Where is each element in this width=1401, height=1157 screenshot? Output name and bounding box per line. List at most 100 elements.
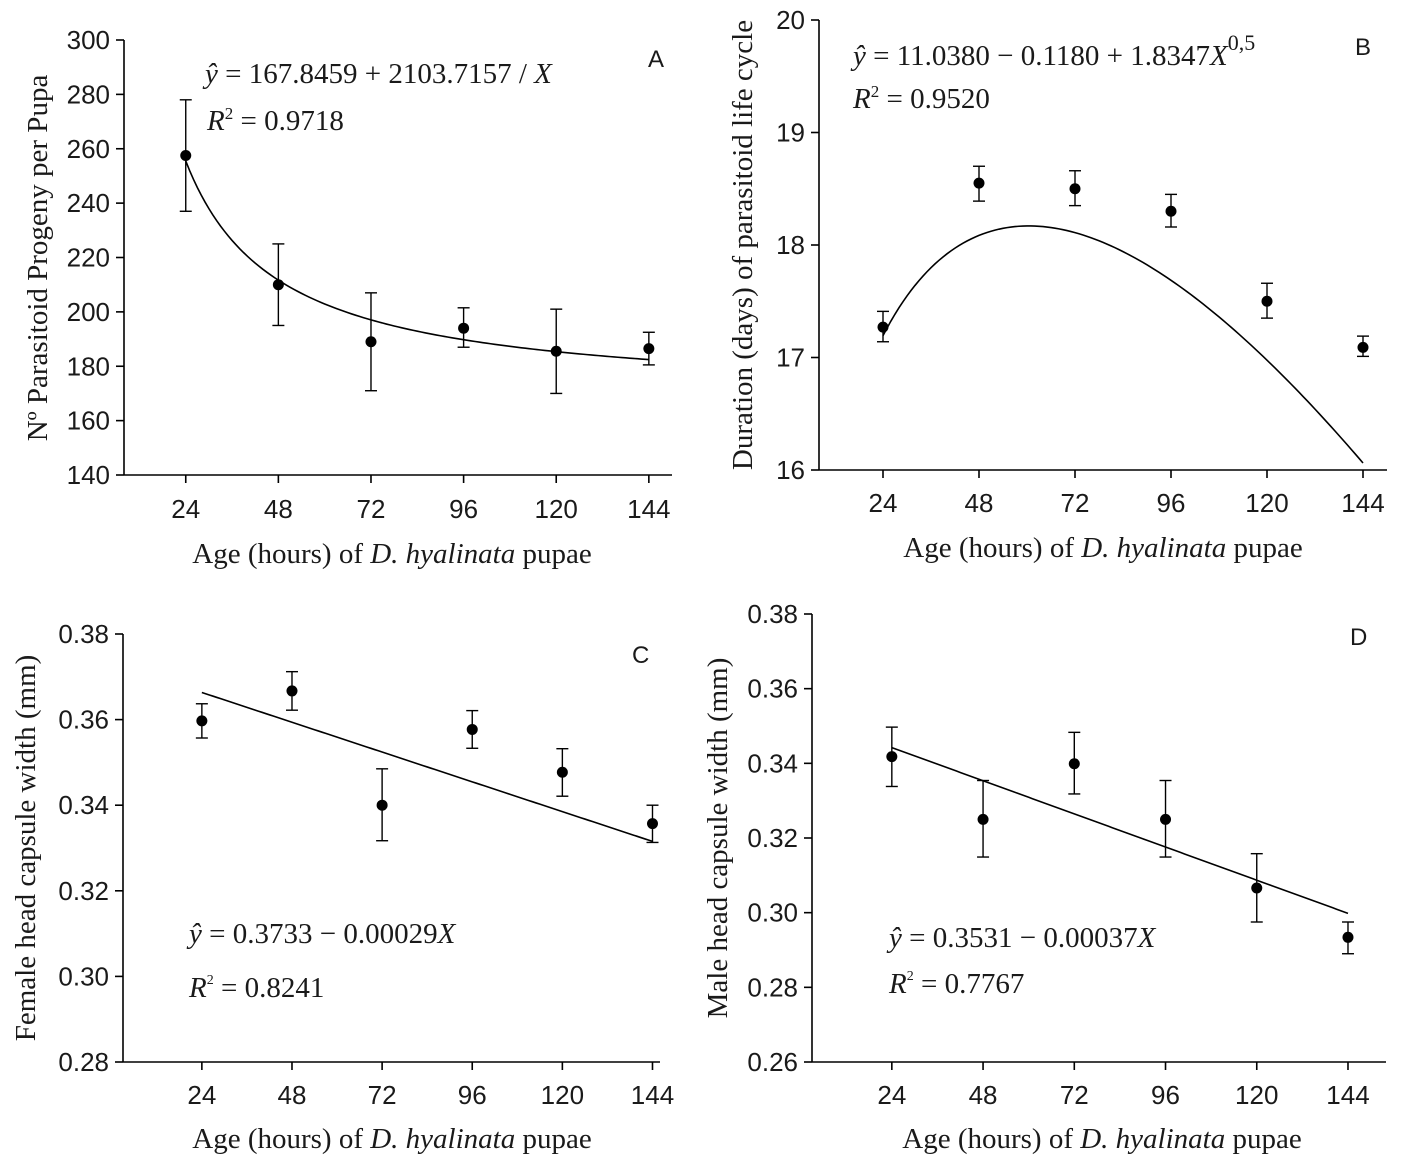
y-tick-label: 0.28	[747, 972, 798, 1002]
y-tick-label: 300	[67, 25, 110, 55]
data-point	[973, 177, 985, 189]
data-point	[556, 766, 568, 778]
x-tick-label: 120	[1245, 488, 1288, 518]
fit-line	[891, 746, 1349, 915]
r-squared: R2 = 0.7767	[888, 968, 1024, 1000]
y-tick-label: 180	[67, 351, 110, 381]
y-tick-label: 17	[776, 343, 805, 373]
y-tick-label: 0.36	[58, 705, 109, 735]
y-axis-title: Female head capsule width (mm)	[10, 655, 42, 1042]
y-tick-label: 0.32	[747, 823, 798, 853]
fit-equation: ŷ = 0.3531 − 0.00037X	[886, 922, 1157, 954]
data-point	[977, 813, 989, 825]
x-tick-label: 72	[368, 1080, 397, 1110]
data-point	[646, 818, 658, 830]
x-tick-label: 96	[449, 494, 478, 524]
r-squared: R2 = 0.9718	[206, 104, 344, 137]
x-axis-title: Age (hours) of D. hyalinata pupae	[902, 1123, 1301, 1155]
y-tick-label: 220	[67, 243, 110, 273]
x-tick-label: 24	[187, 1080, 216, 1110]
panel-letter: A	[648, 46, 664, 73]
y-axis-title: Duration (days) of parasitoid life cycle	[727, 20, 759, 470]
x-tick-label: 120	[541, 1080, 584, 1110]
data-point	[643, 343, 655, 355]
data-point	[1342, 931, 1354, 943]
data-point	[1357, 341, 1369, 353]
data-point	[458, 322, 470, 334]
r-squared: R2 = 0.9520	[852, 82, 990, 115]
panel-letter: D	[1350, 624, 1367, 651]
panel-b: Duration (days) of parasitoid life cycle…	[727, 5, 1387, 564]
panel-letter: B	[1355, 34, 1371, 61]
x-tick-label: 72	[357, 494, 386, 524]
panel-c: Female head capsule width (mm) Age (hour…	[10, 619, 674, 1155]
x-tick-label: 120	[535, 494, 578, 524]
data-point	[877, 321, 889, 333]
x-tick-label: 96	[1151, 1080, 1180, 1110]
y-tick-label: 0.30	[747, 898, 798, 928]
y-tick-label: 18	[776, 230, 805, 260]
x-tick-label: 48	[278, 1080, 307, 1110]
x-tick-label: 96	[458, 1080, 487, 1110]
data-point	[886, 751, 898, 763]
x-tick-label: 24	[869, 488, 898, 518]
y-tick-label: 160	[67, 406, 110, 436]
data-point	[1068, 758, 1080, 770]
y-tick-label: 140	[67, 460, 110, 490]
fit-line	[201, 691, 653, 843]
x-tick-label: 96	[1157, 488, 1186, 518]
x-tick-label: 144	[1341, 488, 1384, 518]
panel-d: Male head capsule width (mm) Age (hours)…	[702, 599, 1386, 1155]
y-tick-label: 0.38	[58, 619, 109, 649]
panel-letter: C	[632, 642, 649, 669]
y-tick-label: 20	[776, 5, 805, 35]
fit-equation: ŷ = 11.0380 − 0.1180 + 1.8347X0,5	[850, 30, 1255, 72]
y-tick-label: 200	[67, 297, 110, 327]
fit-equation: ŷ = 0.3733 − 0.00029X	[186, 918, 457, 950]
y-tick-label: 0.38	[747, 599, 798, 629]
y-tick-label: 16	[776, 455, 805, 485]
y-tick-label: 0.36	[747, 674, 798, 704]
x-tick-label: 72	[1060, 1080, 1089, 1110]
x-axis-title: Age (hours) of D. hyalinata pupae	[192, 1123, 591, 1155]
data-point	[1069, 183, 1081, 195]
data-point	[286, 685, 298, 697]
fit-line	[882, 225, 1364, 464]
r-squared: R2 = 0.8241	[188, 972, 324, 1004]
data-point	[196, 715, 208, 727]
x-tick-label: 48	[969, 1080, 998, 1110]
data-point	[1251, 882, 1263, 894]
data-point	[180, 150, 192, 162]
y-axis-title: Male head capsule width (mm)	[702, 658, 734, 1019]
y-tick-label: 19	[776, 118, 805, 148]
x-tick-label: 120	[1235, 1080, 1278, 1110]
x-tick-label: 144	[631, 1080, 674, 1110]
x-tick-label: 144	[1326, 1080, 1369, 1110]
y-tick-label: 260	[67, 134, 110, 164]
y-axis-title: Nº Parasitoid Progeny per Pupa	[22, 75, 54, 442]
x-tick-label: 24	[877, 1080, 906, 1110]
y-tick-label: 0.34	[58, 790, 109, 820]
y-tick-label: 240	[67, 188, 110, 218]
y-tick-label: 0.30	[58, 961, 109, 991]
x-tick-label: 72	[1061, 488, 1090, 518]
data-point	[376, 799, 388, 811]
x-axis-title: Age (hours) of D. hyalinata pupae	[903, 532, 1302, 564]
fit-line	[185, 160, 649, 361]
x-tick-label: 144	[627, 494, 670, 524]
data-point	[466, 723, 478, 735]
data-point	[1160, 813, 1172, 825]
y-tick-label: 280	[67, 79, 110, 109]
data-point	[272, 279, 284, 291]
data-point	[365, 336, 377, 348]
fit-equation: ŷ = 167.8459 + 2103.7157 / X	[202, 58, 553, 90]
x-tick-label: 24	[171, 494, 200, 524]
y-tick-label: 0.26	[747, 1047, 798, 1077]
y-tick-label: 0.34	[747, 748, 798, 778]
x-axis-title: Age (hours) of D. hyalinata pupae	[192, 538, 591, 570]
panel-a: Nº Parasitoid Progeny per Pupa Age (hour…	[22, 25, 672, 570]
x-tick-label: 48	[965, 488, 994, 518]
y-tick-label: 0.32	[58, 876, 109, 906]
data-point	[1165, 205, 1177, 217]
